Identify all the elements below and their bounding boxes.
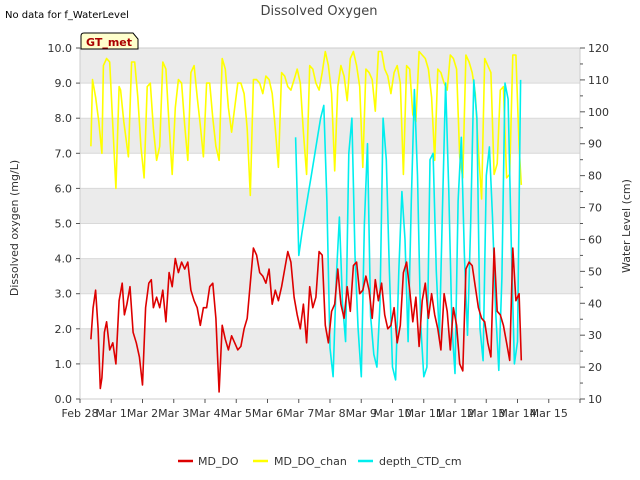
background-band xyxy=(80,188,580,224)
y2-tick-label: 40 xyxy=(588,297,602,310)
x-tick-label: Mar 12 xyxy=(436,407,474,420)
y2-tick-label: 110 xyxy=(588,74,609,87)
y2-tick-label: 10 xyxy=(588,393,602,406)
chart-title: Dissolved Oxygen xyxy=(261,4,378,19)
x-tick-label: Mar 9 xyxy=(346,407,377,420)
y-tick-label: 1.0 xyxy=(55,358,73,371)
legend-label-md-do: MD_DO xyxy=(198,455,239,468)
x-tick-label: Mar 1 xyxy=(96,407,127,420)
x-tick-label: Feb 28 xyxy=(62,407,99,420)
y-tick-label: 5.0 xyxy=(55,218,73,231)
gt-met-badge: GT_met xyxy=(80,32,139,50)
y-tick-label: 9.0 xyxy=(55,77,73,90)
x-tick-label: Mar 4 xyxy=(189,407,220,420)
y2-tick-label: 70 xyxy=(588,202,602,215)
background-band xyxy=(80,118,580,154)
series-line-depth-ctd-cm xyxy=(294,79,522,381)
badge-label: GT_met xyxy=(86,36,132,49)
no-data-note: No data for f_WaterLevel xyxy=(5,10,129,21)
background-band xyxy=(80,258,580,294)
y2-axis-title: Water Level (cm) xyxy=(620,179,633,273)
legend-label-depth-ctd-cm: depth_CTD_cm xyxy=(379,455,462,468)
x-tick-label: Mar 14 xyxy=(498,407,536,420)
y-tick-label: 6.0 xyxy=(55,182,73,195)
y2-tick-label: 80 xyxy=(588,170,602,183)
y-tick-label: 10.0 xyxy=(48,42,73,55)
x-tick-label: Mar 10 xyxy=(373,407,411,420)
series-line-md-do xyxy=(90,247,523,393)
y-tick-label: 0.0 xyxy=(55,393,73,406)
y2-tick-label: 120 xyxy=(588,42,609,55)
axes: 0.0 1.0 2.0 3.0 4.0 5.0 6.0 7.0 8.0 9.0 10.0 10 20 30… xyxy=(48,42,610,420)
x-tick-label: Mar 13 xyxy=(467,407,505,420)
y2-tick-label: 30 xyxy=(588,329,602,342)
x-tick-label: Mar 5 xyxy=(221,407,252,420)
y2-tick-label: 50 xyxy=(588,265,602,278)
y-tick-label: 7.0 xyxy=(55,147,73,160)
x-tick-label: Mar 6 xyxy=(252,407,283,420)
y-axis-title: Dissolved oxygen (mg/L) xyxy=(8,160,21,296)
y-tick-label: 2.0 xyxy=(55,323,73,336)
x-tick-label: Mar 3 xyxy=(158,407,189,420)
series-layer xyxy=(90,50,523,393)
y2-tick-label: 20 xyxy=(588,361,602,374)
x-tick-label: Mar 8 xyxy=(314,407,345,420)
y2-tick-label: 60 xyxy=(588,233,602,246)
legend-item-depth-ctd-cm: depth_CTD_cm xyxy=(358,455,462,468)
badge-shape xyxy=(80,32,139,50)
y-tick-label: 4.0 xyxy=(55,253,73,266)
y2-tick-label: 90 xyxy=(588,138,602,151)
series-line-md-do-chan xyxy=(90,50,523,200)
legend: MD_DO MD_DO_chan depth_CTD_cm xyxy=(178,455,462,468)
x-tick-label: Mar 2 xyxy=(127,407,158,420)
legend-item-md-do: MD_DO xyxy=(178,455,239,468)
legend-item-md-do-chan: MD_DO_chan xyxy=(253,455,347,468)
y2-tick-label: 100 xyxy=(588,106,609,119)
legend-label-md-do-chan: MD_DO_chan xyxy=(274,455,347,468)
y-tick-label: 3.0 xyxy=(55,288,73,301)
x-tick-label: Mar 15 xyxy=(530,407,568,420)
x-tick-label: Mar 7 xyxy=(283,407,314,420)
x-tick-label: Mar 11 xyxy=(405,407,443,420)
y-tick-label: 8.0 xyxy=(55,112,73,125)
